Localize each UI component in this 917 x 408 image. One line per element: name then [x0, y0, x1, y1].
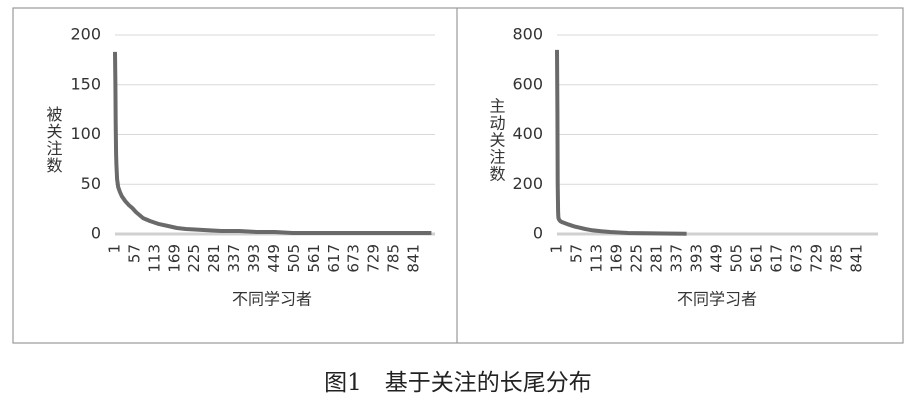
- x-tick-label: 113: [145, 244, 163, 273]
- x-tick-label: 169: [607, 244, 625, 273]
- data-line: [113, 51, 432, 235]
- x-tick-label: 785: [827, 244, 845, 273]
- x-tick-label: 505: [285, 244, 303, 273]
- x-tick-label: 561: [305, 244, 323, 273]
- x-axis-title: 不同学习者: [677, 290, 757, 309]
- y-tick-label: 400: [512, 124, 543, 143]
- x-tick-label: 785: [385, 244, 403, 273]
- y-tick-label: 200: [70, 25, 101, 44]
- y-axis-title: 被关注数: [44, 106, 63, 174]
- caption: 图1 基于关注的长尾分布: [324, 370, 592, 396]
- x-tick-label: 225: [627, 244, 645, 273]
- x-tick-label: 729: [365, 244, 383, 273]
- x-tick-label: 673: [345, 244, 363, 273]
- x-tick-label: 449: [265, 244, 283, 273]
- y-tick-label: 150: [70, 74, 101, 93]
- x-tick-label: 57: [567, 244, 585, 263]
- x-tick-label: 337: [225, 244, 243, 273]
- y-tick-label: 600: [512, 74, 543, 93]
- y-tick-label: 0: [91, 224, 101, 243]
- x-tick-label: 337: [667, 244, 685, 273]
- x-tick-label: 169: [165, 244, 183, 273]
- x-tick-label: 281: [647, 244, 665, 273]
- x-tick-label: 1: [106, 244, 124, 254]
- frame: [12, 7, 904, 344]
- y-tick-label: 0: [533, 224, 543, 243]
- y-tick-label: 50: [81, 174, 101, 193]
- x-tick-label: 617: [767, 244, 785, 273]
- x-tick-label: 1: [548, 244, 566, 254]
- x-axis-title: 不同学习者: [232, 290, 312, 309]
- x-tick-label: 505: [727, 244, 745, 273]
- x-tick-label: 673: [787, 244, 805, 273]
- x-tick-label: 57: [125, 244, 143, 263]
- data-line: [555, 49, 687, 236]
- x-tick-label: 841: [404, 244, 422, 273]
- x-tick-label: 729: [807, 244, 825, 273]
- x-tick-label: 281: [205, 244, 223, 273]
- y-tick-label: 100: [70, 124, 101, 143]
- x-tick-label: 393: [687, 244, 705, 273]
- x-tick-label: 113: [587, 244, 605, 273]
- x-tick-label: 393: [245, 244, 263, 273]
- y-tick-label: 800: [512, 25, 543, 44]
- y-axis-title: 主动关注数: [487, 98, 506, 183]
- x-tick-label: 225: [185, 244, 203, 273]
- x-tick-label: 561: [747, 244, 765, 273]
- x-tick-label: 617: [325, 244, 343, 273]
- x-tick-label: 841: [847, 244, 865, 273]
- y-tick-label: 200: [512, 174, 543, 193]
- x-tick-label: 449: [707, 244, 725, 273]
